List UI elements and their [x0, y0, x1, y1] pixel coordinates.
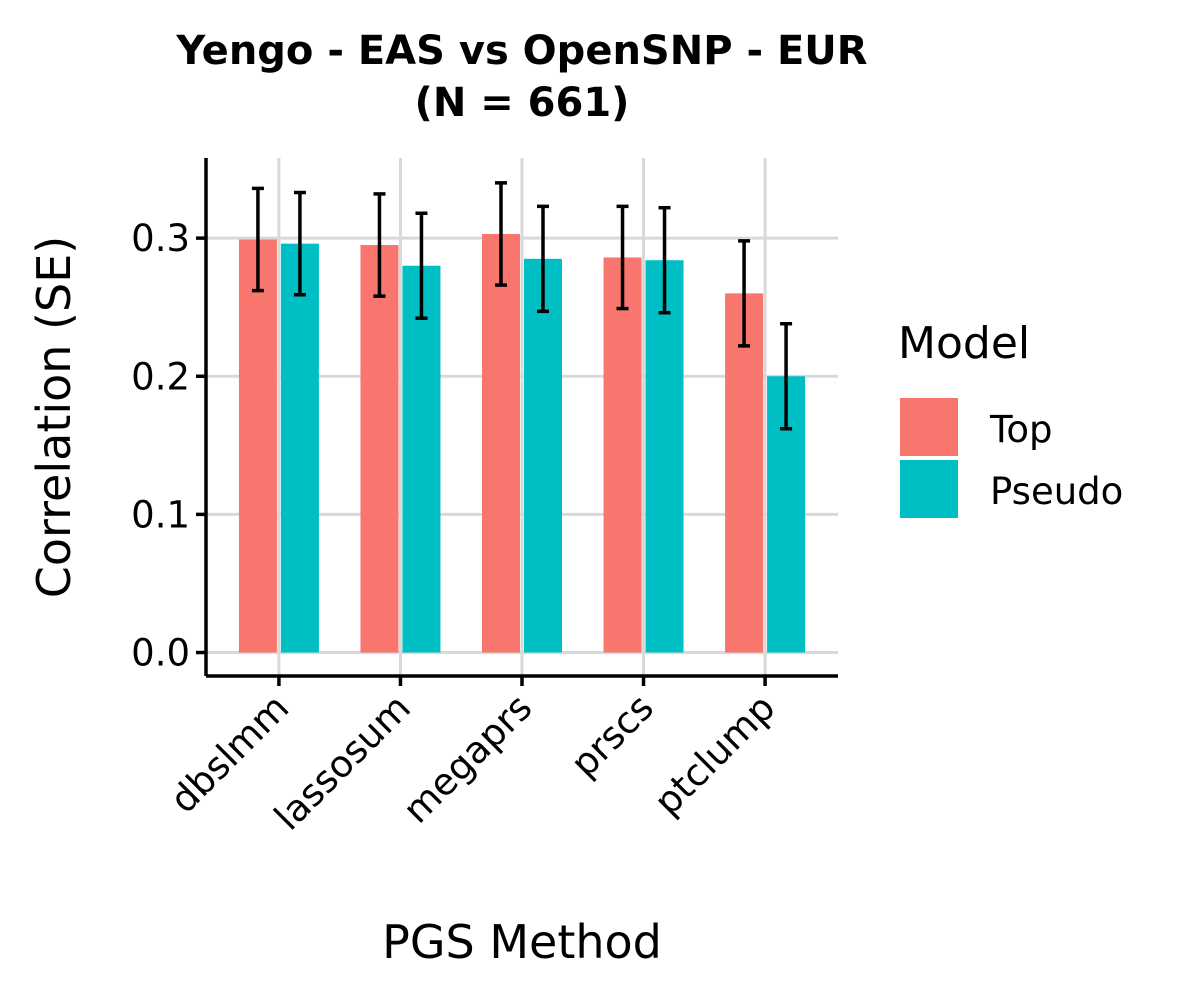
- chart-title-line-1: Yengo - EAS vs OpenSNP - EUR: [175, 28, 867, 74]
- bar-top-ptclump: [725, 293, 764, 653]
- bar-top-prscs: [603, 257, 642, 653]
- y-tick-label: 0.2: [131, 355, 190, 398]
- error-bars: [251, 181, 793, 431]
- x-tick-label: ptclump: [646, 686, 784, 824]
- bar-top-dbslmm: [238, 239, 277, 653]
- bar-pseudo-dbslmm: [280, 243, 319, 653]
- legend-key-pseudo: [900, 460, 958, 518]
- bar-top-megaprs: [482, 233, 520, 653]
- legend-label-pseudo: Pseudo: [990, 470, 1123, 513]
- error-bar-top-megaprs: [495, 181, 507, 287]
- error-bar-pseudo-prscs: [658, 205, 671, 315]
- error-bar-pseudo-lassosum: [415, 211, 428, 320]
- y-tick-label: 0.0: [131, 632, 190, 675]
- error-bar-top-prscs: [616, 204, 629, 311]
- x-axis-title: PGS Method: [382, 915, 662, 969]
- error-bar-pseudo-megaprs: [537, 204, 549, 314]
- legend-key-top: [900, 398, 958, 456]
- bar-top-lassosum: [360, 245, 399, 653]
- error-bar-pseudo-dbslmm: [293, 190, 306, 297]
- y-axis-title: Correlation (SE): [27, 236, 81, 598]
- bar-pseudo-megaprs: [524, 258, 562, 653]
- axes: [196, 158, 838, 686]
- error-bar-top-ptclump: [738, 239, 751, 348]
- legend: Model Top Pseudo: [898, 318, 1123, 518]
- bar-pseudo-prscs: [645, 260, 684, 653]
- legend-label-top: Top: [989, 408, 1052, 451]
- y-tick-label: 0.3: [131, 217, 190, 260]
- bar-pseudo-lassosum: [402, 265, 441, 653]
- x-tick-label: prscs: [562, 686, 661, 785]
- chart-title-line-2: (N = 661): [415, 80, 630, 126]
- y-tick-label: 0.1: [131, 493, 190, 536]
- error-bar-pseudo-ptclump: [780, 322, 793, 431]
- error-bar-top-dbslmm: [251, 186, 264, 293]
- error-bar-top-lassosum: [373, 192, 386, 298]
- x-tick-label: megaprs: [395, 686, 541, 832]
- bars: [238, 233, 806, 653]
- legend-title: Model: [898, 318, 1030, 369]
